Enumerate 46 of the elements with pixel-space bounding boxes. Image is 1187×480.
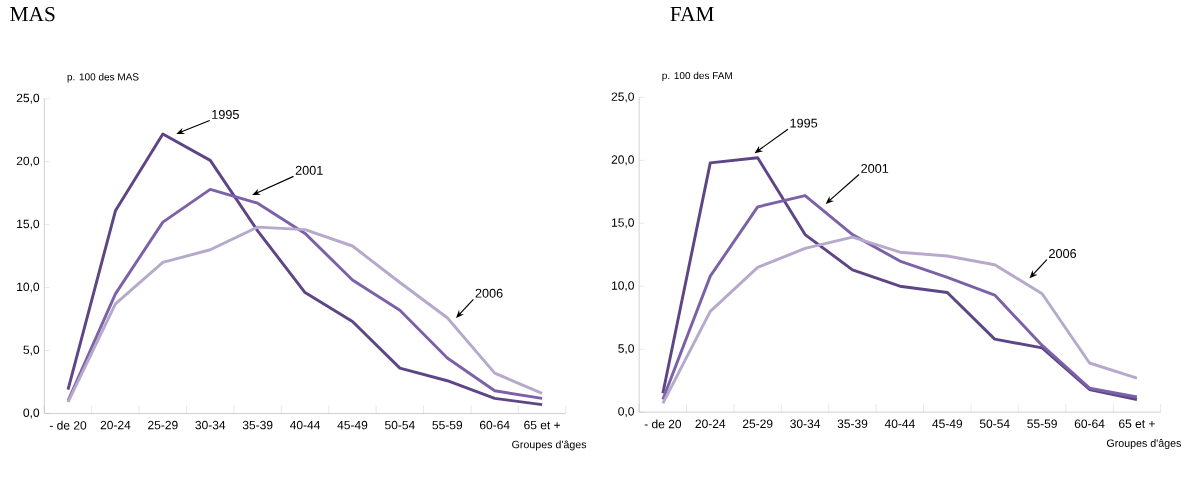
x-tick-label: 25-29 <box>742 419 773 428</box>
y-tick-label: 0,0 <box>23 408 40 419</box>
x-tick-label: 55-59 <box>432 420 463 430</box>
y-tick-label: 15,0 <box>17 219 40 230</box>
x-tick-label: 40-44 <box>884 419 915 428</box>
text: 2001 <box>861 163 889 173</box>
y-axis-title: p. 100 des FAM <box>662 71 732 82</box>
x-tick-label: 65 et + <box>1119 419 1155 428</box>
x-tick-label: 25-29 <box>148 420 178 430</box>
x-tick-label: 65 et + <box>524 420 561 430</box>
x-tick-label: 40-44 <box>289 420 321 430</box>
text: 1995 <box>790 118 818 128</box>
x-tick-label: 60-64 <box>1074 419 1105 428</box>
text: 2006 <box>475 288 503 298</box>
chart-title: FAM <box>670 6 714 21</box>
x-tick-label: 30-34 <box>790 419 821 428</box>
y-tick-label: 25,0 <box>16 93 40 104</box>
x-tick-label: 20-24 <box>695 419 726 428</box>
y-tick-label: 25,0 <box>611 92 634 103</box>
x-tick-label: 20-24 <box>100 420 131 430</box>
x-tick-label: 50-54 <box>385 420 415 430</box>
x-tick-label: - de 20 <box>644 419 682 429</box>
text: 2001 <box>295 165 323 175</box>
y-tick-label: 20,0 <box>611 155 634 166</box>
y-tick-label: 5,0 <box>23 345 40 356</box>
y-tick-label: 10,0 <box>17 282 40 293</box>
text: 2006 <box>1049 249 1077 258</box>
x-tick-label: - de 20 <box>49 420 87 430</box>
x-tick-label: 35-39 <box>837 419 868 428</box>
x-tick-label: 50-54 <box>979 419 1010 428</box>
y-tick-label: 15,0 <box>612 218 634 229</box>
x-tick-label: 45-49 <box>337 420 368 430</box>
y-tick-label: 10,0 <box>612 281 634 292</box>
x-tick-label: 45-49 <box>932 419 963 428</box>
y-tick-label: 0,0 <box>618 407 634 418</box>
y-tick-label: 5,0 <box>618 344 634 355</box>
text: 1995 <box>212 109 239 119</box>
chart-title: MAS <box>10 6 55 22</box>
y-tick-label: 20,0 <box>16 156 40 167</box>
y-axis-title: p. 100 des MAS <box>67 73 139 83</box>
x-tick-label: 60-64 <box>479 420 510 430</box>
x-tick-label: 30-34 <box>195 420 226 430</box>
x-axis-title: Groupes d'âges <box>512 440 587 451</box>
x-tick-label: 35-39 <box>242 420 273 430</box>
x-tick-label: 55-59 <box>1027 419 1057 428</box>
x-axis-title: Groupes d'âges <box>1106 439 1182 449</box>
